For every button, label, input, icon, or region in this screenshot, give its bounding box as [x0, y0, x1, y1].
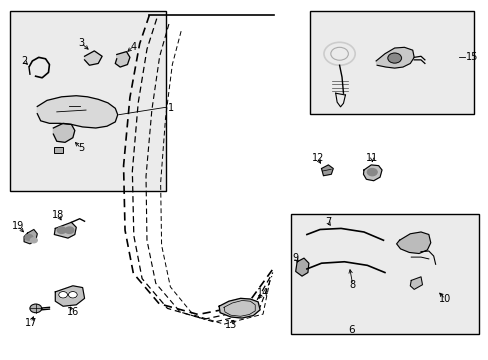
- Text: 17: 17: [25, 318, 37, 328]
- Text: 4: 4: [130, 42, 136, 51]
- Text: 2: 2: [21, 56, 27, 66]
- Text: 14: 14: [256, 288, 268, 298]
- Polygon shape: [295, 258, 308, 276]
- Text: 19: 19: [12, 221, 24, 231]
- Text: 6: 6: [348, 325, 354, 335]
- Circle shape: [57, 227, 66, 233]
- Polygon shape: [24, 229, 37, 244]
- Polygon shape: [54, 222, 76, 238]
- Polygon shape: [409, 277, 422, 289]
- Polygon shape: [321, 165, 332, 176]
- Circle shape: [387, 53, 401, 63]
- Bar: [290, 214, 478, 334]
- Bar: [54, 147, 63, 153]
- Polygon shape: [396, 232, 430, 253]
- Text: 1: 1: [167, 103, 173, 113]
- Circle shape: [30, 238, 37, 243]
- Polygon shape: [55, 286, 84, 306]
- Polygon shape: [115, 51, 130, 67]
- Text: 16: 16: [66, 307, 79, 317]
- Bar: [10, 12, 166, 191]
- Text: 11: 11: [366, 153, 378, 163]
- Polygon shape: [37, 96, 118, 128]
- Text: 13: 13: [224, 320, 237, 330]
- Text: 5: 5: [78, 143, 84, 153]
- Circle shape: [30, 304, 41, 313]
- Circle shape: [65, 227, 74, 233]
- Circle shape: [366, 168, 376, 176]
- Circle shape: [25, 234, 33, 240]
- Circle shape: [59, 292, 67, 298]
- Circle shape: [68, 292, 77, 298]
- Polygon shape: [53, 123, 75, 142]
- Text: 18: 18: [52, 210, 64, 220]
- Polygon shape: [375, 47, 413, 68]
- Text: 3: 3: [78, 38, 84, 48]
- Text: 7: 7: [325, 217, 331, 227]
- Bar: [310, 12, 473, 114]
- Text: 12: 12: [311, 153, 323, 163]
- Polygon shape: [363, 165, 381, 181]
- Text: 10: 10: [438, 294, 450, 304]
- Polygon shape: [84, 51, 102, 65]
- Text: 8: 8: [349, 280, 355, 290]
- Polygon shape: [219, 298, 260, 318]
- Text: 9: 9: [292, 253, 298, 263]
- Text: 15: 15: [466, 52, 478, 62]
